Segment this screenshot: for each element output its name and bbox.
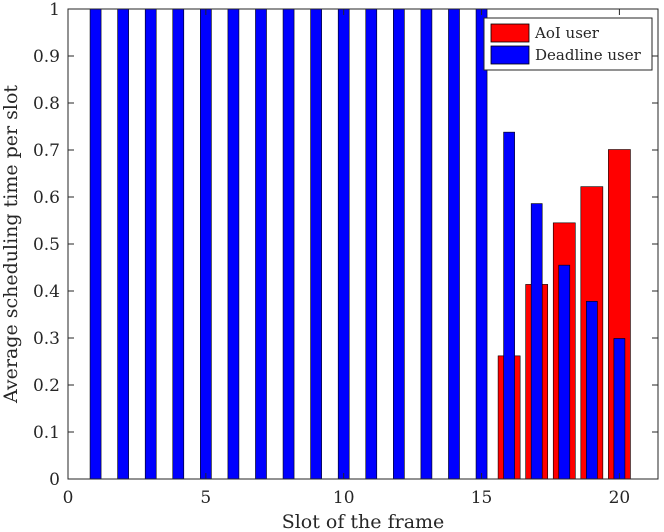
deadline-bar: [613, 338, 626, 480]
y-tick-label: 0.2: [33, 376, 60, 396]
deadline-bar: [255, 8, 267, 480]
deadline-bar: [420, 8, 433, 480]
y-tick-label: 0.3: [33, 329, 60, 349]
legend-label-deadline: Deadline user: [535, 46, 642, 64]
x-tick-label: 10: [333, 488, 355, 508]
deadline-bar: [365, 8, 378, 480]
x-tick-label: 15: [471, 488, 493, 508]
y-tick-label: 0.7: [33, 141, 60, 161]
deadline-bar: [227, 8, 240, 480]
deadline-bar: [530, 203, 543, 480]
deadline-bar: [89, 8, 102, 480]
deadline-bar: [503, 131, 515, 480]
y-tick-label: 0.8: [33, 94, 60, 114]
y-tick-label: 0.9: [33, 47, 60, 67]
x-tick-labels: 0 5 10 15 20: [63, 488, 631, 508]
deadline-bar: [282, 8, 295, 480]
deadline-bar: [310, 8, 322, 480]
y-axis-label: Average scheduling time per slot: [0, 85, 22, 404]
x-tick-label: 0: [63, 488, 74, 508]
y-tick-label: 0: [49, 470, 60, 490]
deadline-bar: [558, 264, 571, 480]
legend-swatch-deadline: [490, 45, 530, 65]
x-tick-label: 5: [200, 488, 211, 508]
y-tick-label: 0.6: [33, 188, 60, 208]
x-tick-label: 20: [609, 488, 631, 508]
y-tick-label: 0.5: [33, 235, 60, 255]
y-tick-labels: 0 0.1 0.2 0.3 0.4 0.5 0.6 0.7 0.8 0.9 1: [33, 0, 60, 490]
y-tick-label: 0.1: [33, 423, 60, 443]
y-tick-label: 0.4: [33, 282, 60, 302]
y-tick-label: 1: [49, 0, 60, 20]
deadline-bar: [172, 8, 185, 480]
legend-label-aoi: AoI user: [534, 24, 600, 42]
deadline-bar: [475, 8, 488, 480]
axis-ticks: [67, 8, 658, 480]
deadline-bar: [144, 8, 157, 480]
legend-swatch-aoi: [490, 23, 530, 43]
deadline-bar: [393, 8, 405, 480]
legend: AoI user Deadline user: [483, 17, 653, 71]
deadline-bar: [200, 8, 212, 480]
deadline-bar: [117, 8, 129, 480]
deadline-bar: [448, 8, 460, 480]
x-axis-label: Slot of the frame: [282, 511, 445, 532]
deadline-bar: [337, 8, 350, 480]
deadline-bar: [586, 301, 598, 480]
